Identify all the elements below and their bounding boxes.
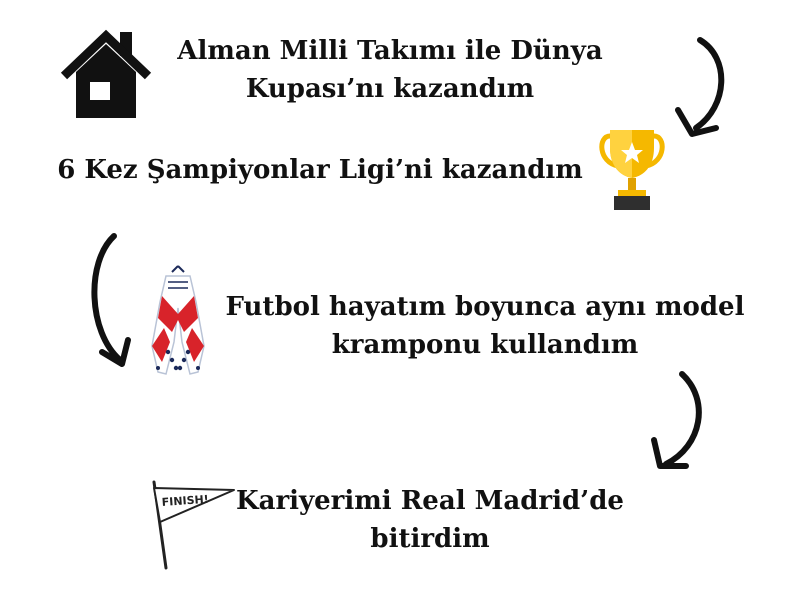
trophy-icon	[599, 130, 665, 210]
step-1-line-2: Kupası’nı kazandım	[245, 74, 535, 104]
curved-arrow-icon	[651, 371, 702, 469]
flag-label: FINISH!	[161, 493, 209, 509]
step-3-line-1: Futbol hayatım boyunca aynı model	[225, 292, 745, 322]
step-1-text: Alman Milli Takımı ile Dünya Kupası’nı k…	[140, 32, 640, 108]
step-4-line-1: Kariyerimi Real Madrid’de	[236, 486, 624, 516]
step-4-line-2: bitirdim	[370, 524, 490, 554]
step-2-text: 6 Kez Şampiyonlar Ligi’ni kazandım	[40, 151, 600, 189]
step-3-line-2: kramponu kullandım	[331, 330, 639, 360]
curved-arrow-icon	[91, 233, 131, 367]
house-icon	[60, 29, 152, 118]
step-1-line-1: Alman Milli Takımı ile Dünya	[177, 36, 603, 66]
curved-arrow-icon	[675, 37, 725, 137]
finish-flag-icon: FINISH!	[152, 480, 235, 570]
step-3-text: Futbol hayatım boyunca aynı model krampo…	[220, 288, 750, 364]
football-boot-icon	[151, 265, 205, 375]
step-4-text: Kariyerimi Real Madrid’de bitirdim	[220, 482, 640, 558]
step-2-line-1: 6 Kez Şampiyonlar Ligi’ni kazandım	[57, 155, 583, 185]
